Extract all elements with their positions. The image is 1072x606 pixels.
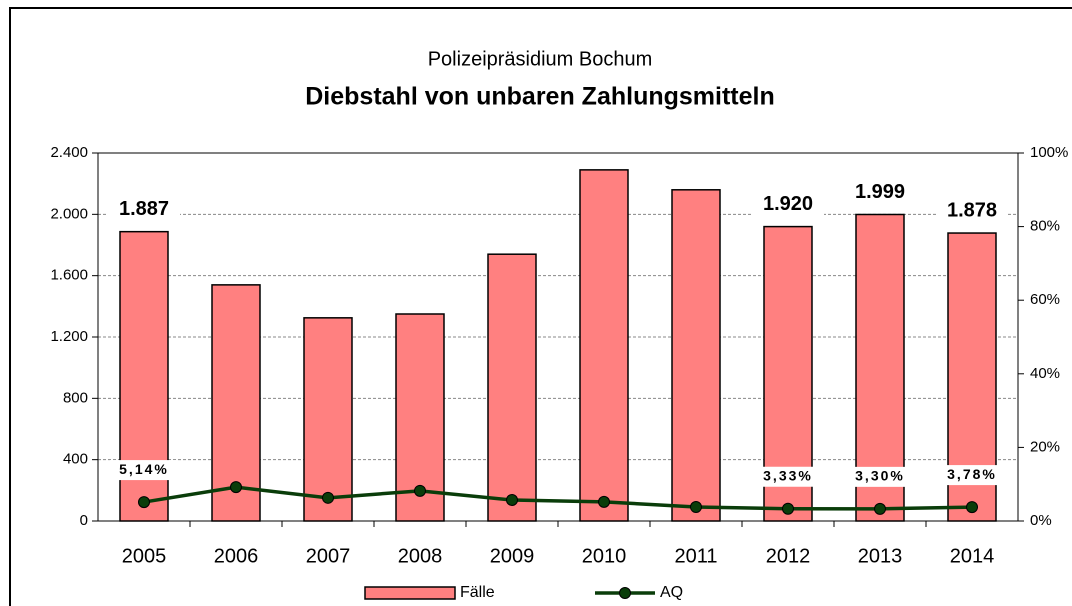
- data-label: 5,14%: [119, 461, 169, 477]
- bar: [487, 253, 537, 522]
- x-tick-label: 2010: [582, 545, 627, 567]
- line-marker: [506, 494, 518, 507]
- line-marker: [874, 502, 886, 515]
- x-tick-label: 2011: [674, 545, 717, 567]
- line-marker: [690, 501, 702, 514]
- x-tick-label: 2006: [214, 545, 259, 567]
- x-tick-label: 2009: [490, 545, 535, 567]
- data-label: 1.999: [855, 181, 905, 203]
- x-tick-label: 2013: [858, 545, 903, 567]
- y-tick-label: 1.600: [50, 267, 88, 284]
- line: [143, 485, 973, 511]
- data-label: 3,30%: [855, 468, 905, 484]
- y-tick-label: 800: [63, 389, 88, 406]
- legend-label: Fälle: [460, 584, 495, 601]
- y-tick-label: 2.400: [50, 144, 88, 161]
- line-marker: [598, 495, 610, 508]
- y-tick-label: 400: [63, 451, 88, 468]
- line-marker: [230, 481, 242, 494]
- line-marker: [322, 491, 334, 504]
- x-tick-label: 2005: [122, 545, 167, 567]
- label-bg: [752, 190, 824, 219]
- x-tick-label: 2012: [766, 545, 811, 567]
- y2-tick-label: 80%: [1030, 218, 1060, 235]
- line-marker: [966, 501, 978, 514]
- legend-swatch: [364, 586, 456, 600]
- data-label: 1.920: [763, 193, 813, 215]
- legend-label: AQ: [660, 584, 683, 601]
- bar: [303, 317, 353, 522]
- data-label: 3,33%: [763, 467, 813, 483]
- line-marker: [414, 484, 426, 497]
- bar: [671, 189, 721, 522]
- y-tick-label: 0: [80, 512, 88, 529]
- x-tick-label: 2008: [398, 545, 443, 567]
- chart-title: Diebstahl von unbaren Zahlungsmitteln: [305, 83, 774, 111]
- y2-tick-label: 40%: [1030, 365, 1060, 382]
- data-label: 3,78%: [947, 466, 997, 482]
- label-bg: [936, 197, 1008, 226]
- legend-marker: [619, 587, 631, 599]
- x-tick-label: 2007: [306, 545, 351, 567]
- data-label: 1.878: [947, 199, 997, 221]
- label-bg: [110, 460, 178, 481]
- data-label: 1.887: [119, 198, 169, 220]
- chart-subtitle: Polizeipräsidium Bochum: [428, 48, 653, 70]
- y2-tick-label: 0%: [1030, 512, 1052, 529]
- y-tick-label: 2.000: [50, 205, 88, 222]
- label-bg: [844, 178, 916, 207]
- x-tick-label: 2014: [950, 545, 995, 567]
- y-tick-label: 1.200: [50, 328, 88, 345]
- label-bg: [754, 466, 822, 487]
- line-marker: [782, 502, 794, 515]
- label-bg: [938, 465, 1006, 486]
- y2-tick-label: 20%: [1030, 438, 1060, 455]
- label-bg: [846, 466, 914, 487]
- bar: [579, 169, 629, 522]
- line-marker: [138, 496, 150, 509]
- y2-tick-label: 60%: [1030, 291, 1060, 308]
- y2-tick-label: 100%: [1030, 144, 1068, 161]
- label-bg: [108, 195, 180, 224]
